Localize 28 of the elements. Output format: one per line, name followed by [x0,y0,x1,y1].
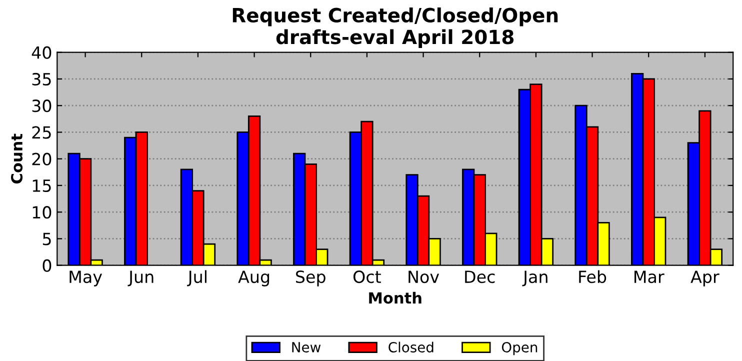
y-tick-label: 15 [32,180,51,192]
x-tick-label: Mar [634,270,664,284]
x-tick-label: Jan [522,270,548,286]
x-tick-label: Feb [579,270,606,284]
x-axis-title: Month [369,292,422,304]
chart-subtitle: drafts-eval April 2018 [276,29,514,48]
x-tick-label: Sep [296,270,326,286]
legend-label: Open [502,342,538,356]
legend-label: Closed [388,342,434,352]
x-tick-label: Oct [353,270,381,284]
y-tick-label: 30 [32,100,52,112]
y-tick-label: 35 [32,72,51,86]
y-tick-label: 25 [32,126,51,139]
x-tick-label: Jun [128,270,154,286]
legend-label: New [292,342,321,352]
y-tick-label: 10 [32,206,52,219]
chart-title: Request Created/Closed/Open [232,7,558,26]
y-tick-label: 0 [42,259,52,272]
x-tick-label: Jul [187,270,206,286]
y-tick-label: 40 [32,46,52,59]
y-tick-label: 20 [32,152,52,166]
x-tick-label: May [70,270,102,286]
y-tick-label: 5 [42,232,51,246]
x-tick-label: Aug [238,270,270,286]
y-axis-title: Count [10,134,23,184]
x-tick-label: Nov [408,270,440,284]
x-tick-label: Dec [465,270,495,284]
x-tick-label: Apr [690,270,720,286]
